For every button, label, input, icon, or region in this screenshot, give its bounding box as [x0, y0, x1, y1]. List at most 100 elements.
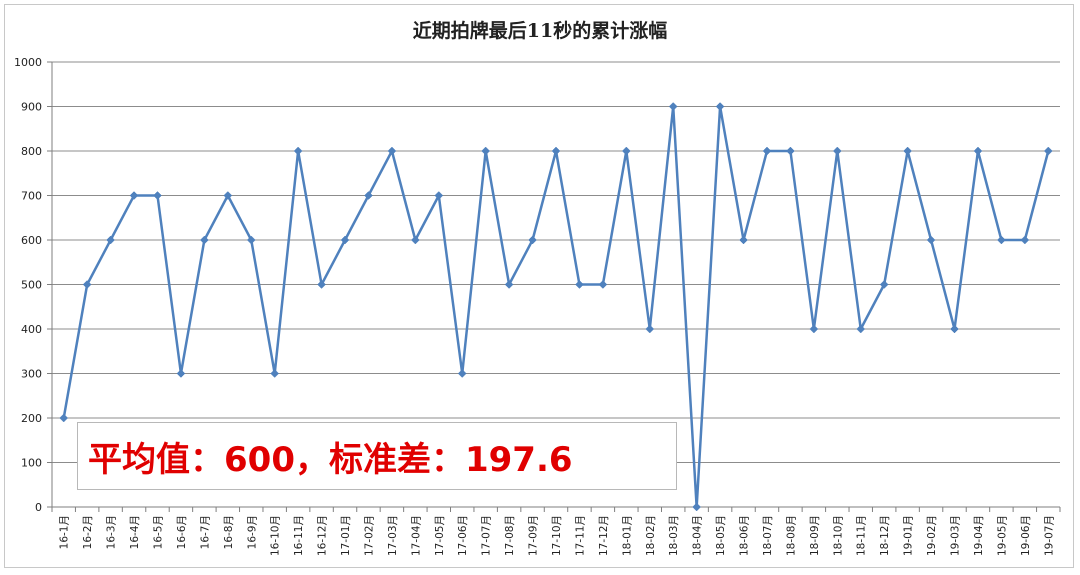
- data-point: [481, 146, 491, 156]
- data-point: [246, 235, 256, 245]
- data-point: [82, 280, 92, 289]
- data-point: [153, 191, 162, 200]
- stats-annotation-text: 平均值：600，标准差：197.6: [88, 440, 573, 480]
- data-point: [176, 369, 186, 378]
- data-point: [528, 235, 537, 245]
- chart-title: 近期拍牌最后11秒的累计涨幅: [412, 20, 668, 42]
- x-tick-label: 18-04月: [692, 515, 704, 556]
- data-point: [621, 146, 631, 156]
- data-point: [786, 146, 795, 156]
- x-tick-label: 19-04月: [973, 515, 985, 556]
- x-tick-label: 17-10月: [551, 515, 563, 556]
- x-tick-label: 18-10月: [832, 515, 844, 556]
- data-point: [293, 146, 303, 156]
- data-point: [692, 502, 702, 512]
- x-tick-label: 17-12月: [598, 515, 610, 556]
- y-tick-label: 600: [21, 234, 42, 247]
- x-tick-label: 16-2月: [82, 515, 94, 549]
- x-tick-label: 18-09月: [809, 515, 821, 556]
- x-tick-label: 19-06月: [1020, 515, 1032, 556]
- x-tick-label: 18-02月: [645, 515, 657, 556]
- y-tick-label: 800: [21, 145, 42, 158]
- x-tick-label: 16-8月: [223, 515, 235, 549]
- x-tick-label: 18-11月: [856, 515, 868, 556]
- data-point: [410, 235, 420, 245]
- data-point: [926, 235, 936, 245]
- y-tick-label: 500: [21, 279, 42, 292]
- x-tick-label: 18-08月: [785, 515, 797, 556]
- data-point: [879, 280, 889, 289]
- x-tick-label: 18-01月: [621, 515, 633, 556]
- data-point: [457, 369, 467, 378]
- data-point: [106, 235, 115, 245]
- data-point: [340, 235, 350, 245]
- data-point: [997, 235, 1006, 245]
- y-tick-label: 200: [21, 412, 42, 425]
- x-tick-label: 19-07月: [1043, 515, 1055, 556]
- y-tick-label: 900: [21, 101, 42, 114]
- x-tick-label: 18-03月: [668, 515, 680, 556]
- x-tick-label: 17-08月: [504, 515, 516, 556]
- x-tick-label: 17-09月: [528, 515, 540, 556]
- data-point: [387, 146, 397, 156]
- data-point: [129, 191, 139, 200]
- x-tick-label: 16-4月: [129, 515, 141, 549]
- data-point: [551, 146, 561, 156]
- x-tick-label: 16-12月: [317, 515, 329, 556]
- x-tick-label: 16-6月: [176, 515, 188, 549]
- x-tick-label: 18-06月: [739, 515, 751, 556]
- data-point: [645, 324, 655, 334]
- data-point: [1020, 235, 1030, 245]
- data-point: [739, 235, 748, 245]
- data-point: [200, 235, 209, 245]
- x-tick-label: 16-1月: [59, 515, 71, 549]
- data-point: [856, 324, 866, 334]
- data-point: [364, 191, 373, 200]
- data-point: [950, 324, 959, 334]
- x-tick-label: 17-02月: [363, 515, 375, 556]
- x-tick-label: 17-11月: [574, 515, 586, 556]
- data-point: [762, 146, 772, 156]
- y-tick-label: 400: [21, 323, 42, 336]
- y-tick-label: 0: [35, 501, 42, 514]
- data-point: [715, 102, 725, 111]
- stats-annotation-box: 平均值：600，标准差：197.6: [77, 422, 677, 490]
- x-tick-label: 18-07月: [762, 515, 774, 556]
- y-tick-label: 300: [21, 368, 42, 381]
- data-point: [973, 146, 983, 156]
- data-point: [434, 191, 444, 200]
- x-tick-label: 17-01月: [340, 515, 352, 556]
- x-tick-label: 17-04月: [410, 515, 422, 556]
- data-point: [223, 191, 233, 200]
- data-point: [903, 146, 912, 156]
- data-point: [1043, 146, 1053, 156]
- data-point: [832, 146, 842, 156]
- data-point: [59, 413, 69, 423]
- x-tick-label: 19-01月: [903, 515, 915, 556]
- data-point: [504, 280, 514, 289]
- y-tick-label: 1000: [14, 56, 42, 69]
- x-tick-label: 16-10月: [270, 515, 282, 556]
- x-tick-label: 18-05月: [715, 515, 727, 556]
- y-tick-label: 100: [21, 457, 42, 470]
- data-point: [668, 102, 678, 111]
- x-tick-label: 19-03月: [950, 515, 962, 556]
- x-tick-label: 16-7月: [199, 515, 211, 549]
- x-tick-label: 16-3月: [106, 515, 118, 549]
- data-point: [575, 280, 584, 289]
- x-tick-label: 17-07月: [481, 515, 493, 556]
- x-tick-label: 19-05月: [996, 515, 1008, 556]
- data-point: [317, 280, 326, 289]
- data-point: [270, 369, 280, 378]
- y-tick-label: 700: [21, 190, 42, 203]
- data-point: [598, 280, 608, 289]
- x-tick-label: 16-5月: [152, 515, 164, 549]
- x-tick-label: 17-05月: [434, 515, 446, 556]
- x-tick-label: 18-12月: [879, 515, 891, 556]
- x-tick-label: 17-03月: [387, 515, 399, 556]
- data-point: [809, 324, 819, 334]
- x-tick-label: 17-06月: [457, 515, 469, 556]
- x-tick-label: 19-02月: [926, 515, 938, 556]
- x-tick-label: 16-11月: [293, 515, 305, 556]
